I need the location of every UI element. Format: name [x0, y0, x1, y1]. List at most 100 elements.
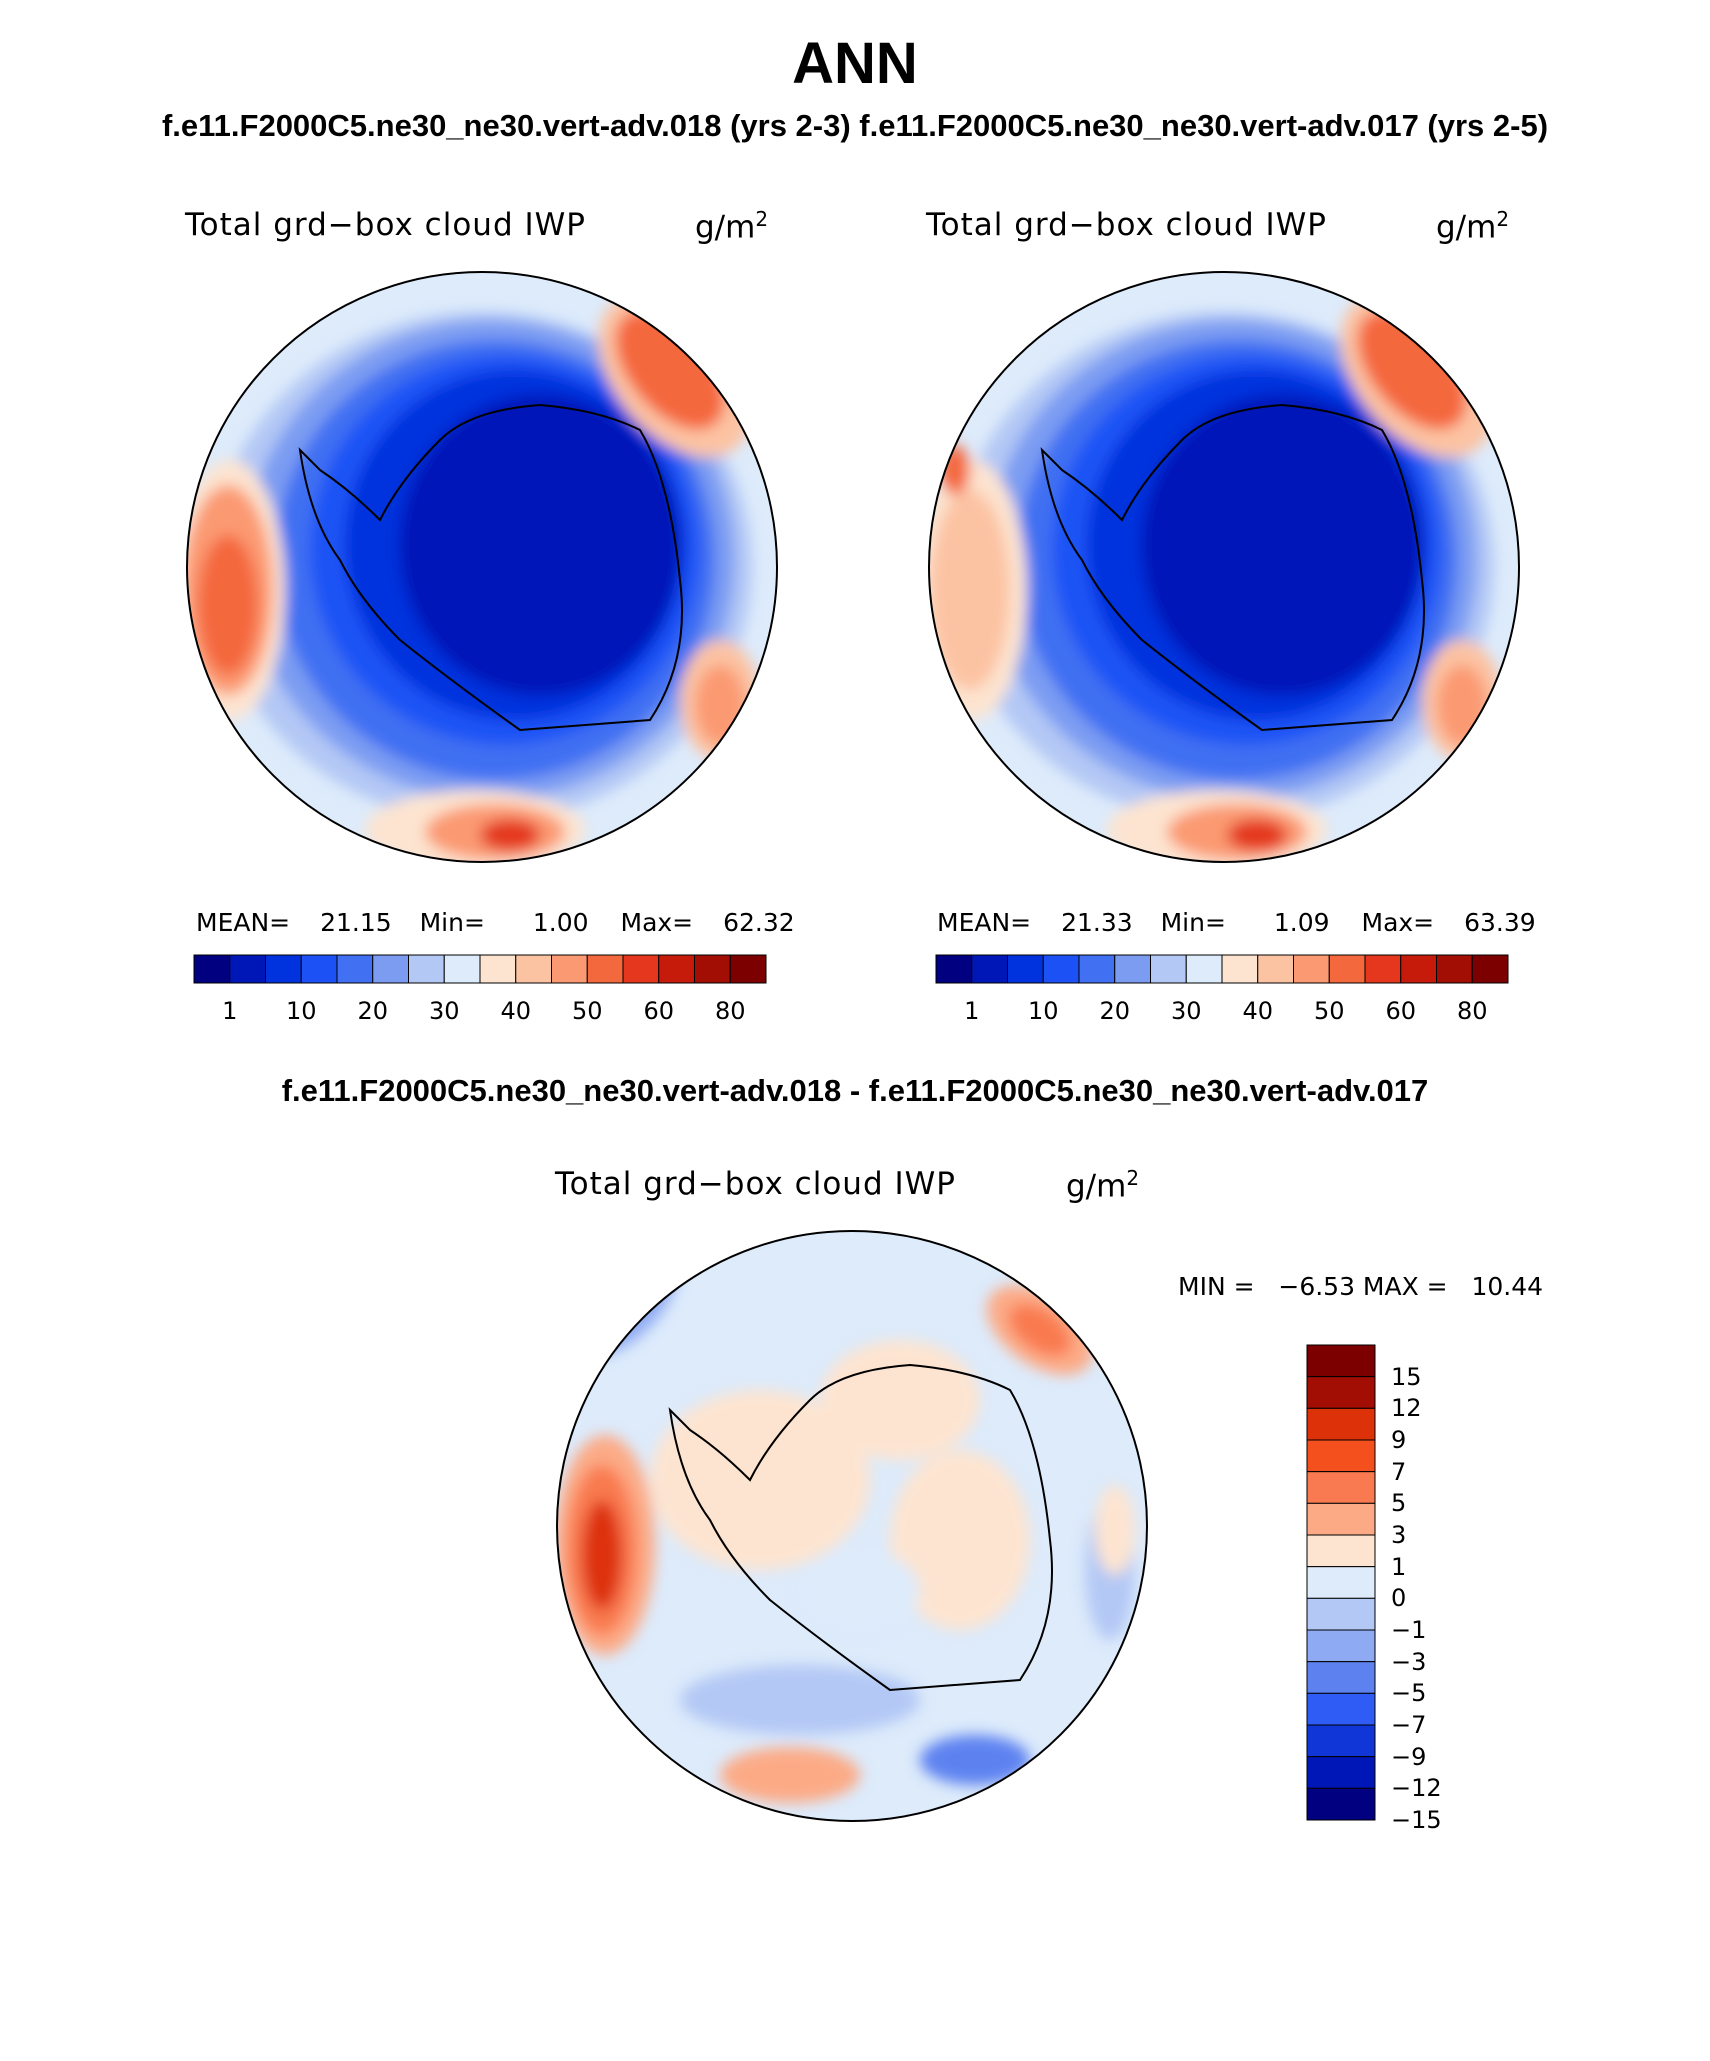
- panel1-units: g/m2: [695, 207, 769, 246]
- diff-colorbar-tick-label: 7: [1391, 1457, 1407, 1486]
- diff-title: f.e11.F2000C5.ne30_ne30.vert-adv.018 - f…: [281, 1073, 1429, 1108]
- panel2-colorbar-swatch: [1436, 954, 1473, 984]
- panel2-colorbar-tick-label: 1: [964, 997, 980, 1025]
- diff-colorbar-tick-label: −15: [1391, 1806, 1442, 1834]
- diff-minmax: MIN = −6.53 MAX = 10.44: [1178, 1272, 1544, 1301]
- panel1-colorbar-swatch: [300, 954, 338, 984]
- panel2-colorbar-swatch: [971, 954, 1008, 984]
- diff-colorbar-tick-label: 5: [1391, 1489, 1407, 1518]
- panel1-colorbar-swatch: [586, 954, 624, 984]
- diff-colorbar-swatch: [1306, 1787, 1376, 1821]
- panel2-colorbar-tick-label: 80: [1456, 997, 1488, 1025]
- panel1-stats: MEAN= 21.15 Min= 1.00 Max= 62.32: [196, 908, 795, 937]
- panel1-colorbar-swatch: [729, 954, 767, 984]
- panel2-units: g/m2: [1436, 207, 1510, 246]
- diff-colorbar-tick-label: −9: [1391, 1742, 1427, 1771]
- panel1-colorbar-swatch: [694, 954, 731, 984]
- panel2-min-label: Min=: [1160, 908, 1226, 937]
- panel1-max-value: 62.32: [723, 908, 795, 937]
- panel1-colorbar-swatch: [408, 954, 445, 984]
- panel1-colorbar-tick-label: 30: [428, 997, 460, 1025]
- diff-colorbar-swatch: [1306, 1756, 1376, 1789]
- diff-colorbar-tick-label: 12: [1391, 1394, 1422, 1423]
- panel2-colorbar-swatch: [1150, 954, 1187, 984]
- panel2-colorbar-swatch: [1221, 954, 1259, 984]
- diff-colorbar-swatch: [1306, 1566, 1376, 1599]
- panel2-colorbar-swatch: [1328, 954, 1366, 984]
- diff-colorbar-swatch: [1306, 1344, 1376, 1378]
- diff-colorbar-swatch: [1306, 1597, 1376, 1631]
- panel2-colorbar-swatch: [1042, 954, 1080, 984]
- diff-colorbar-tick-label: −5: [1391, 1679, 1427, 1708]
- panel1-colorbar-tick-label: 40: [500, 997, 532, 1025]
- panel2-colorbar-swatch: [935, 954, 973, 984]
- panel1-colorbar-swatch: [336, 954, 374, 984]
- panel2-colorbar-swatch: [1114, 954, 1151, 984]
- panel1-colorbar-swatch: [193, 954, 231, 984]
- panel1-mean-label: MEAN=: [196, 908, 291, 937]
- diff-colorbar-tick-label: −3: [1391, 1647, 1427, 1676]
- panel2-colorbar-tick-label: 10: [1027, 997, 1059, 1025]
- panel2-mean-value: 21.33: [1061, 908, 1133, 937]
- panel2-colorbar-swatch: [1400, 954, 1437, 984]
- panel2-max-label: Max=: [1361, 908, 1435, 937]
- panel1-colorbar-swatch: [622, 954, 660, 984]
- diff-field-title: Total grd−box cloud IWP: [555, 1166, 956, 1202]
- panel2-colorbar-tick-label: 30: [1170, 997, 1202, 1025]
- diff-colorbar-swatch: [1306, 1661, 1376, 1694]
- diff-colorbar-swatch: [1306, 1534, 1376, 1568]
- panel1-mean-value: 21.15: [320, 908, 392, 937]
- case-titles: f.e11.F2000C5.ne30_ne30.vert-adv.018 (yr…: [161, 108, 1549, 143]
- panel2-colorbar-swatch: [1257, 954, 1294, 984]
- panel2-min-value: 1.09: [1273, 908, 1330, 937]
- diff-colorbar-tick-label: 9: [1391, 1426, 1407, 1454]
- panel1-colorbar-swatch: [515, 954, 552, 984]
- panel1-colorbar-swatch: [658, 954, 695, 984]
- main-title: ANN: [792, 31, 918, 96]
- panel1-field-title: Total grd−box cloud IWP: [185, 207, 586, 243]
- panel2-stats: MEAN= 21.33 Min= 1.09 Max= 63.39: [937, 908, 1536, 937]
- diff-colorbar-tick-label: 15: [1391, 1362, 1422, 1391]
- diff-colorbar-tick-label: 1: [1391, 1552, 1407, 1581]
- diff-colorbar-swatch: [1306, 1407, 1376, 1441]
- diff-colorbar-swatch: [1306, 1692, 1376, 1726]
- panel1-colorbar-tick-label: 80: [714, 997, 746, 1025]
- panel2-colorbar-tick-label: 20: [1099, 997, 1131, 1025]
- diff-colorbar-swatch: [1306, 1439, 1376, 1473]
- panel2-mean-label: MEAN=: [937, 908, 1032, 937]
- diff-colorbar-swatch: [1306, 1502, 1376, 1536]
- diff-colorbar-tick-label: 3: [1391, 1521, 1407, 1549]
- diff-colorbar-swatch: [1306, 1629, 1376, 1663]
- panel1-max-label: Max=: [620, 908, 694, 937]
- diff-colorbar-tick-label: −7: [1391, 1711, 1427, 1739]
- panel2-colorbar-swatch: [1364, 954, 1402, 984]
- panel1-min-label: Min=: [419, 908, 485, 937]
- panel1-colorbar-tick-label: 50: [571, 997, 603, 1025]
- panel1-min-value: 1.00: [532, 908, 589, 937]
- map1-south-polar-stereographic-map: [187, 272, 777, 862]
- panel2-colorbar-swatch: [1293, 954, 1330, 984]
- panel2-colorbar-tick-label: 40: [1242, 997, 1274, 1025]
- panel2-colorbar-tick-label: 50: [1313, 997, 1345, 1025]
- panel1-colorbar: [193, 954, 767, 984]
- panel1-colorbar-tick-label: 20: [357, 997, 389, 1025]
- diff-colorbar-tick-label: −12: [1391, 1774, 1442, 1803]
- panel2-field-title: Total grd−box cloud IWP: [926, 207, 1327, 243]
- diff-colorbar-swatch: [1306, 1724, 1376, 1758]
- panel2-colorbar: [935, 954, 1509, 984]
- panel2-colorbar-swatch: [1185, 954, 1223, 984]
- panel1-colorbar-swatch: [229, 954, 266, 984]
- diff-colorbar-tick-label: 0: [1391, 1584, 1407, 1613]
- panel1-colorbar-tick-label: 10: [285, 997, 317, 1025]
- panel1-colorbar-tick-label: 60: [643, 997, 675, 1025]
- panel2-colorbar-tick-label: 60: [1385, 997, 1417, 1025]
- panel2-max-value: 63.39: [1464, 908, 1536, 937]
- diff-units: g/m2: [1066, 1166, 1140, 1205]
- diff-colorbar: [1306, 1344, 1376, 1821]
- panel2-colorbar-swatch: [1078, 954, 1116, 984]
- panel1-colorbar-swatch: [479, 954, 517, 984]
- diff-colorbar-swatch: [1306, 1471, 1376, 1504]
- diff-colorbar-tick-label: −1: [1391, 1616, 1427, 1644]
- diff-colorbar-swatch: [1306, 1376, 1376, 1409]
